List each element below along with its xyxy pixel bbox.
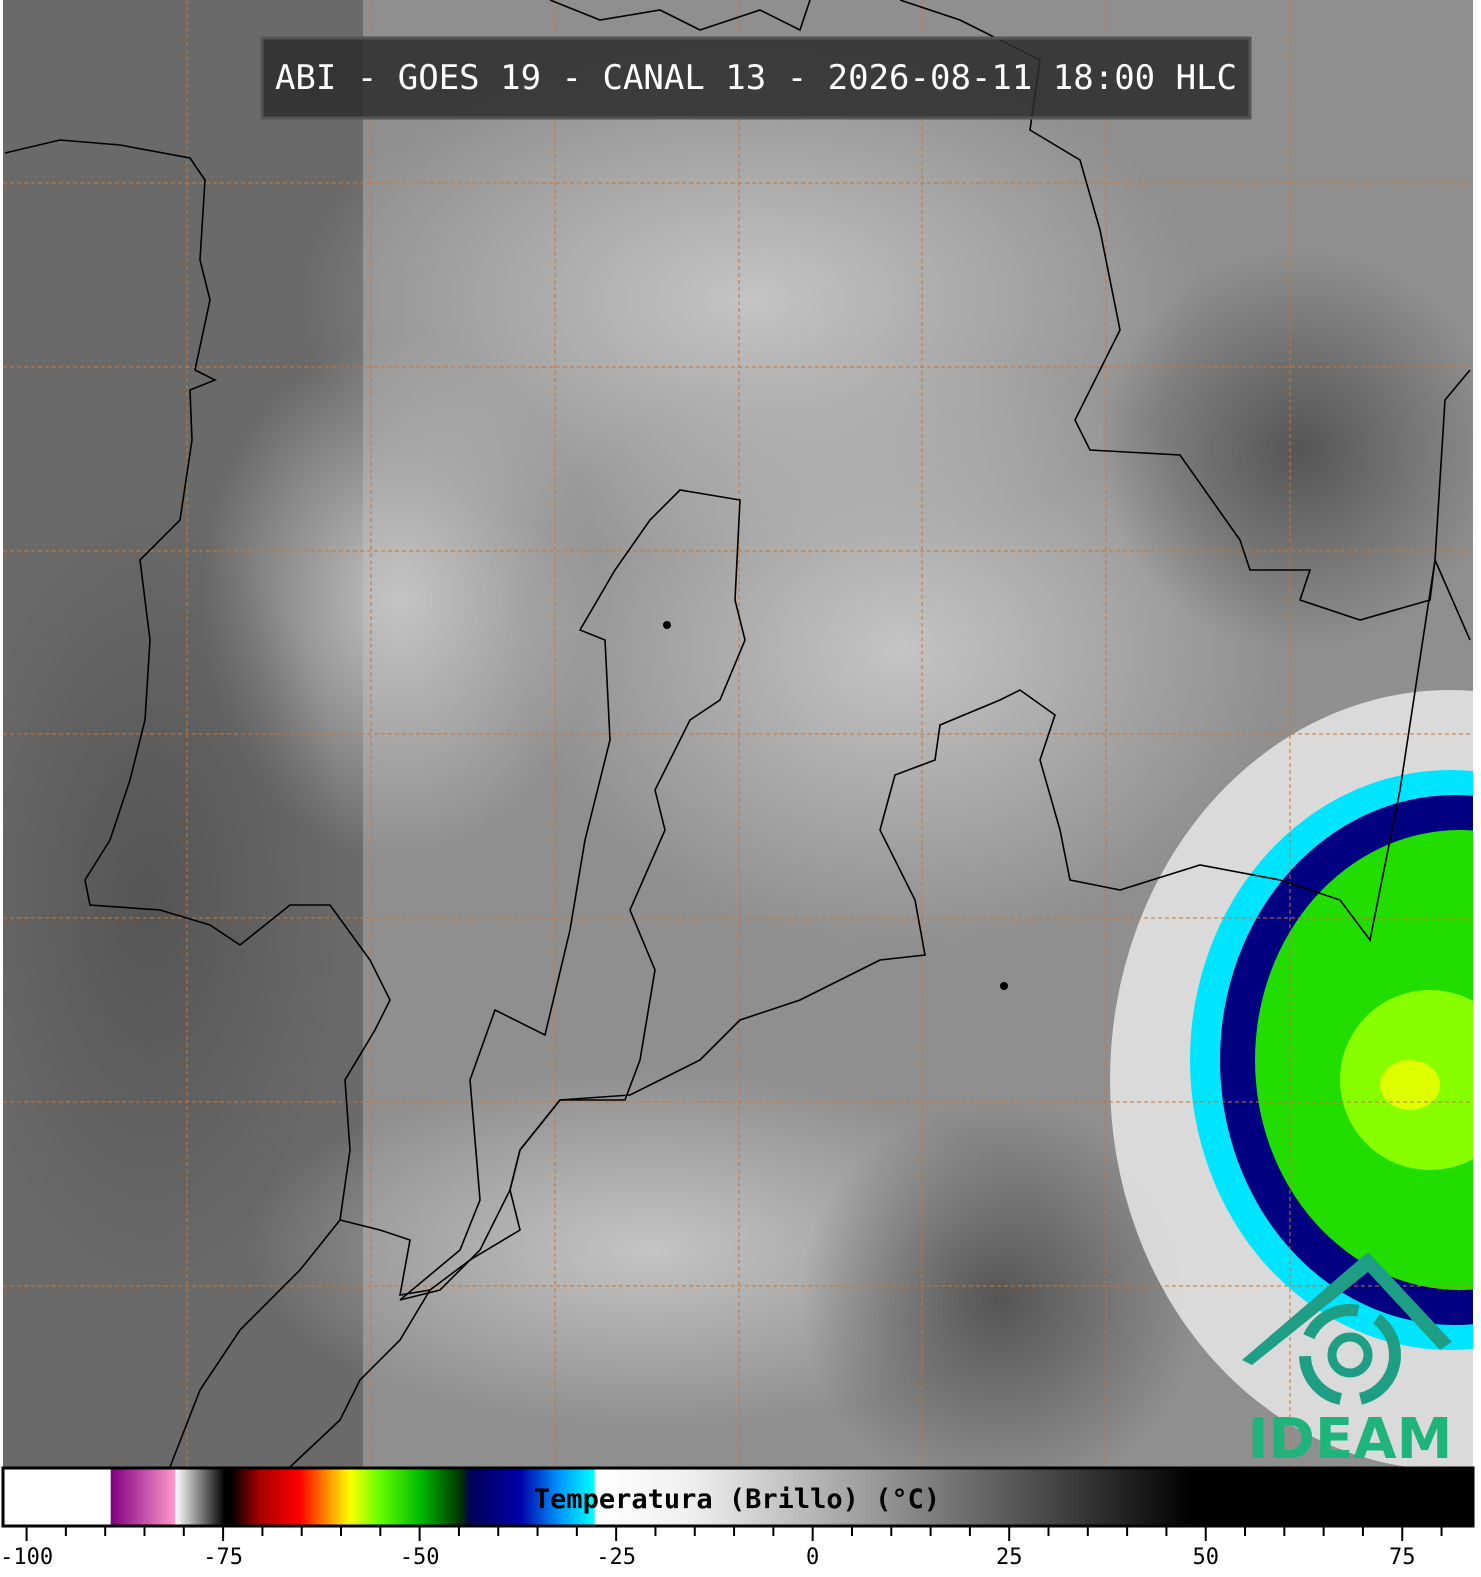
satellite-image	[3, 0, 1473, 1467]
logo: IDEAM	[1242, 1252, 1452, 1472]
city-marker	[1000, 982, 1008, 990]
city-marker	[663, 621, 671, 629]
colorbar-label: Temperatura (Brillo) (°C)	[534, 1484, 940, 1515]
tick-label: 50	[1192, 1545, 1219, 1570]
title-box	[260, 36, 1252, 120]
tick-label: 0	[806, 1545, 819, 1570]
tick-label: 75	[1389, 1545, 1416, 1570]
tick-label: 25	[996, 1545, 1023, 1570]
colorbar	[1, 1466, 1475, 1528]
title: ABI - GOES 19 - CANAL 13 - 2026-08-11 18…	[275, 58, 1237, 98]
tick-label: -25	[596, 1545, 636, 1570]
tick-label: -75	[203, 1545, 243, 1570]
logo-text: IDEAM	[1248, 1407, 1453, 1472]
borders	[4, 0, 1471, 1468]
tick-label: -50	[400, 1545, 440, 1570]
colorbar-ticks: -100 -75 -50 -25 0 25 50 75	[0, 1527, 1443, 1570]
tick-label: -100	[0, 1545, 53, 1570]
